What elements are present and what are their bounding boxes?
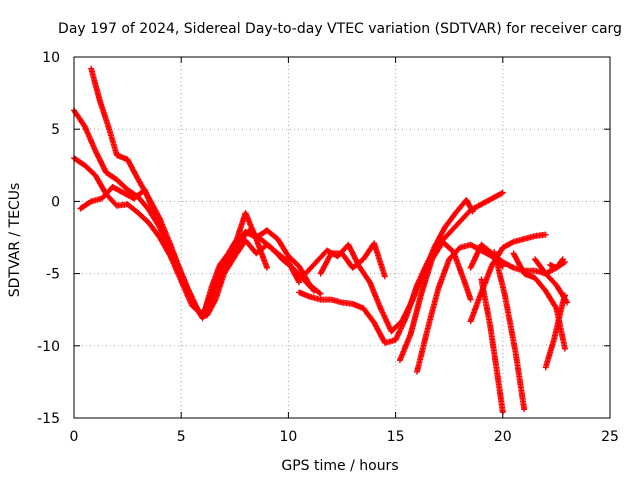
series-track-17 — [547, 256, 566, 271]
x-tick-label: 20 — [494, 429, 512, 445]
y-tick-label: -5 — [46, 267, 60, 283]
data-point-markers — [491, 248, 528, 413]
data-point-markers — [547, 256, 566, 271]
y-tick-label: 0 — [51, 194, 60, 210]
x-tick-label: 10 — [279, 429, 297, 445]
y-tick-label: -10 — [37, 339, 60, 355]
data-point-markers — [396, 238, 474, 364]
y-tick-label: -15 — [37, 411, 60, 427]
series-track-16 — [542, 292, 568, 371]
series-track-7 — [317, 240, 388, 280]
series-track-6 — [296, 189, 506, 346]
data-point-markers — [88, 65, 270, 322]
data-point-markers — [302, 197, 476, 335]
grid — [74, 57, 610, 418]
series-track-13 — [491, 248, 528, 413]
data-point-markers — [296, 189, 506, 346]
data-point-markers — [71, 155, 324, 319]
data-point-markers — [414, 241, 506, 375]
series-track-3 — [71, 155, 324, 319]
data-point-markers — [77, 184, 303, 319]
data-point-markers — [478, 276, 506, 416]
x-axis-label: GPS time / hours — [281, 458, 398, 474]
data-points — [71, 65, 571, 416]
x-tick-label: 5 — [177, 429, 186, 445]
series-track-5 — [302, 197, 476, 335]
series-track-9 — [414, 241, 506, 375]
series-track-12 — [478, 276, 506, 416]
x-tick-label: 15 — [387, 429, 405, 445]
data-point-markers — [542, 292, 568, 371]
data-point-markers — [71, 107, 318, 320]
x-tick-label: 0 — [70, 429, 79, 445]
y-tick-label: 5 — [51, 122, 60, 138]
ticks: 0 5 10 15 20 25 -15 -10 -5 0 5 10 — [37, 50, 619, 445]
series-track-8 — [396, 238, 474, 364]
chart-title: Day 197 of 2024, Sidereal Day-to-day VTE… — [58, 21, 622, 37]
series-track-2 — [88, 65, 270, 322]
data-point-markers — [317, 240, 388, 280]
y-tick-label: 10 — [42, 50, 60, 66]
x-tick-label: 25 — [601, 429, 619, 445]
y-axis-label: SDTVAR / TECUs — [7, 183, 23, 298]
plot-frame — [73, 56, 611, 419]
series-track-1 — [71, 107, 318, 320]
series-track-4 — [77, 184, 303, 319]
